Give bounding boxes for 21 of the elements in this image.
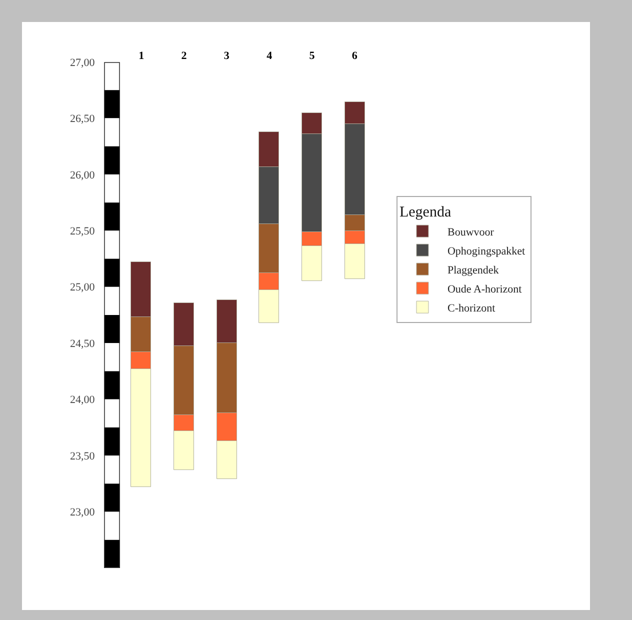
legend-label: Plaggendek (447, 264, 500, 276)
y-tick-label: 25,50 (70, 226, 96, 238)
x-tick-label: 6 (352, 50, 358, 62)
legend-label: Ophogingspakket (447, 245, 526, 258)
x-tick-label: 1 (138, 50, 144, 62)
y-tick-label: 24,00 (70, 394, 96, 406)
legend-label: Oude A-horizont (447, 283, 522, 296)
y-tick-label: 24,50 (70, 338, 96, 350)
legend-label: C-horizont (447, 302, 496, 314)
y-tick-label: 23,50 (70, 450, 96, 462)
x-tick-label: 5 (309, 50, 316, 62)
y-tick-label: 26,00 (70, 169, 96, 182)
y-tick-label: 25,00 (70, 282, 96, 294)
legend-title: Legenda (399, 204, 452, 221)
legend-label: Bouwvoor (447, 226, 494, 238)
y-tick-label: 26,50 (70, 113, 96, 126)
x-tick-label: 3 (224, 50, 230, 62)
x-tick-label: 2 (181, 50, 188, 62)
y-tick-label: 23,00 (70, 506, 96, 519)
x-tick-label: 4 (266, 50, 273, 62)
y-tick-label: 27,00 (70, 56, 96, 69)
